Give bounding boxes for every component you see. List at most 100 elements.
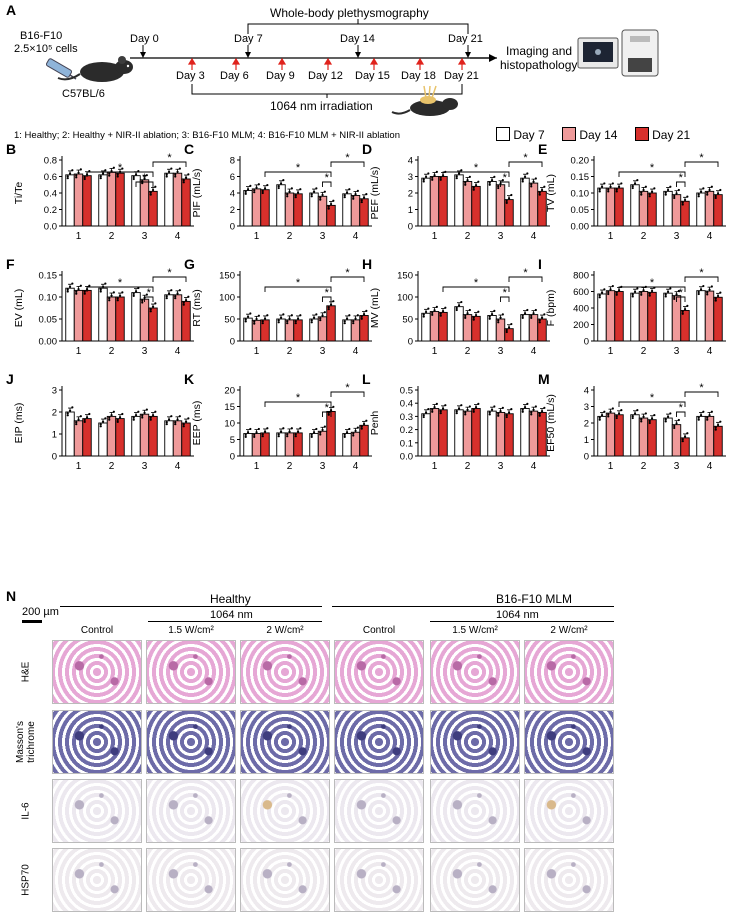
data-point bbox=[66, 412, 69, 415]
data-point bbox=[648, 421, 651, 425]
data-point bbox=[174, 175, 177, 178]
top-day-7: Day 7 bbox=[234, 33, 263, 45]
y-tick-label: 800 bbox=[573, 271, 589, 282]
bar bbox=[663, 292, 673, 342]
x-tick-label: 3 bbox=[498, 231, 504, 242]
bar bbox=[82, 289, 92, 342]
data-point bbox=[290, 187, 293, 190]
data-point bbox=[669, 185, 672, 188]
data-point bbox=[79, 284, 82, 287]
data-point bbox=[510, 408, 513, 411]
data-point bbox=[108, 418, 111, 421]
bar bbox=[487, 180, 497, 227]
data-point bbox=[343, 320, 346, 323]
significance-bracket bbox=[264, 401, 332, 407]
data-point bbox=[441, 309, 445, 313]
data-point bbox=[598, 416, 601, 419]
data-point bbox=[530, 316, 533, 319]
data-point bbox=[246, 315, 250, 318]
data-point bbox=[455, 177, 458, 180]
y-axis-label: Penh bbox=[369, 411, 381, 436]
scale-bar-label: 200 µm bbox=[22, 606, 59, 618]
data-point bbox=[532, 312, 535, 315]
y-tick-label: 150 bbox=[397, 271, 413, 282]
significance-star: * bbox=[118, 277, 123, 289]
significance-bracket bbox=[500, 296, 510, 302]
significance-bracket bbox=[322, 411, 332, 417]
significance-star: * bbox=[167, 152, 172, 164]
data-point bbox=[439, 312, 442, 315]
data-point bbox=[464, 181, 467, 184]
data-point bbox=[345, 317, 349, 320]
data-point bbox=[253, 189, 256, 192]
data-point bbox=[319, 433, 322, 436]
data-point bbox=[648, 193, 651, 196]
data-point bbox=[79, 168, 82, 171]
y-tick-label: 1 bbox=[408, 205, 413, 216]
x-tick-label: 1 bbox=[432, 346, 438, 357]
x-tick-label: 1 bbox=[76, 231, 82, 242]
data-point bbox=[108, 299, 111, 302]
data-point bbox=[640, 418, 643, 421]
bar bbox=[326, 411, 336, 457]
data-point bbox=[244, 433, 247, 436]
data-point bbox=[151, 188, 155, 192]
data-point bbox=[681, 201, 684, 204]
data-point bbox=[176, 292, 179, 295]
data-point bbox=[348, 314, 351, 317]
data-point bbox=[108, 416, 111, 419]
data-point bbox=[151, 413, 155, 417]
data-point bbox=[310, 319, 313, 322]
data-point bbox=[650, 417, 654, 420]
data-point bbox=[66, 175, 69, 178]
data-point bbox=[79, 415, 82, 418]
data-point bbox=[132, 177, 135, 181]
wbp-label: Whole-body plethysmography bbox=[270, 6, 429, 20]
significance-star: * bbox=[474, 277, 479, 289]
bar bbox=[520, 177, 530, 227]
data-point bbox=[71, 282, 74, 285]
data-point bbox=[706, 193, 709, 196]
data-point bbox=[141, 299, 144, 302]
histology-image-tile bbox=[430, 848, 520, 912]
bar bbox=[251, 188, 262, 227]
data-point bbox=[488, 181, 491, 184]
data-point bbox=[603, 288, 606, 291]
data-point bbox=[329, 202, 333, 206]
data-point bbox=[714, 426, 717, 429]
histology-image-tile bbox=[334, 779, 424, 843]
data-point bbox=[187, 417, 190, 420]
irradiation-healthy-rule bbox=[148, 621, 322, 622]
data-point bbox=[315, 427, 318, 431]
significance-bracket bbox=[442, 286, 510, 292]
data-point bbox=[648, 195, 651, 198]
data-point bbox=[288, 190, 291, 193]
data-point bbox=[633, 182, 637, 185]
data-point bbox=[540, 410, 544, 413]
data-point bbox=[99, 175, 102, 178]
data-point bbox=[85, 416, 89, 419]
data-point bbox=[310, 193, 313, 196]
data-point bbox=[143, 177, 146, 180]
y-tick-label: 150 bbox=[219, 271, 235, 282]
top-day-0: Day 0 bbox=[130, 33, 159, 45]
data-point bbox=[154, 410, 157, 413]
significance-star: * bbox=[142, 172, 147, 184]
data-point bbox=[538, 321, 541, 324]
y-axis-label: EV (mL) bbox=[13, 289, 25, 328]
irradiation-mlm-label: 1064 nm bbox=[496, 609, 539, 621]
bar bbox=[471, 408, 481, 457]
bar bbox=[647, 192, 657, 227]
data-point bbox=[435, 402, 438, 405]
data-point bbox=[253, 322, 256, 325]
bar bbox=[487, 410, 497, 457]
mouse-strain-label: C57BL/6 bbox=[62, 88, 105, 100]
data-point bbox=[664, 420, 667, 423]
y-tick-label: 3 bbox=[52, 386, 57, 397]
data-point bbox=[521, 316, 524, 319]
data-point bbox=[261, 435, 264, 438]
significance-star: * bbox=[679, 172, 684, 184]
histology-image-tile bbox=[240, 848, 330, 912]
significance-star: * bbox=[345, 382, 350, 394]
significance-star: * bbox=[345, 267, 350, 279]
